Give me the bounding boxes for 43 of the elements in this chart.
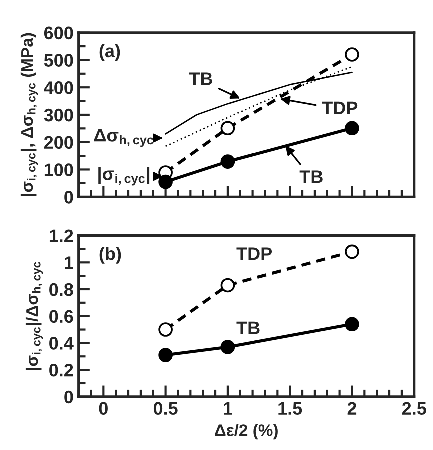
annotation: TB	[300, 170, 323, 184]
y-tick-label: 600	[44, 26, 74, 40]
y-tick-label: 400	[44, 82, 74, 94]
y-tick-label: 100	[44, 164, 74, 176]
point	[158, 174, 173, 190]
y-tick-label: 0.2	[50, 364, 74, 377]
y-tick-label: 300	[44, 108, 74, 122]
annotation: (b)	[100, 247, 122, 264]
y-tick-label: 0.6	[50, 310, 74, 324]
x-tick-label: 1.5	[278, 402, 302, 416]
point	[345, 317, 360, 332]
x-tick-label: 2	[348, 402, 357, 415]
annotation: |σ$_{i,cyc}$|	[98, 167, 150, 186]
x-tick-label: 0.5	[154, 402, 178, 416]
point	[220, 340, 236, 354]
point	[220, 278, 236, 293]
y-tick-label: 0.8	[50, 283, 74, 296]
point	[220, 154, 236, 169]
y-tick-label: 500	[44, 54, 74, 67]
y-tick-label: 1	[65, 256, 74, 270]
point	[220, 121, 236, 136]
annotation: TDP	[322, 102, 358, 114]
y-tick-label: 200	[44, 136, 74, 150]
x-tick-label: 1	[224, 402, 232, 415]
point	[345, 244, 360, 260]
point	[158, 348, 173, 362]
y-tick-label: 1.2	[50, 230, 74, 242]
y-tick-label: 0	[64, 191, 74, 204]
annotation: TB	[236, 322, 260, 334]
y-tick-label: 0.4	[50, 337, 74, 350]
point	[158, 322, 173, 337]
annotation: TDP	[236, 248, 272, 260]
y-axis-title: |σ$_{i,cyc}$|/Δσ$_{h,cyc}$	[26, 262, 44, 370]
y-tick-label: 0	[64, 390, 74, 404]
point	[345, 121, 360, 136]
x-tick-label: 0	[99, 402, 108, 416]
point	[345, 48, 360, 62]
annotation: Δσ$_{h,cyc}$	[94, 129, 154, 148]
y-axis-title: |σ$_{i,cyc}$|, Δσ$_{h,cyc}$ (MPa)	[20, 33, 38, 196]
annotation: (a)	[100, 44, 120, 62]
annotation: TB	[189, 72, 212, 86]
x-tick-label: 2.5	[402, 402, 426, 416]
x-axis-title: Δε/2 (%)	[215, 424, 278, 440]
